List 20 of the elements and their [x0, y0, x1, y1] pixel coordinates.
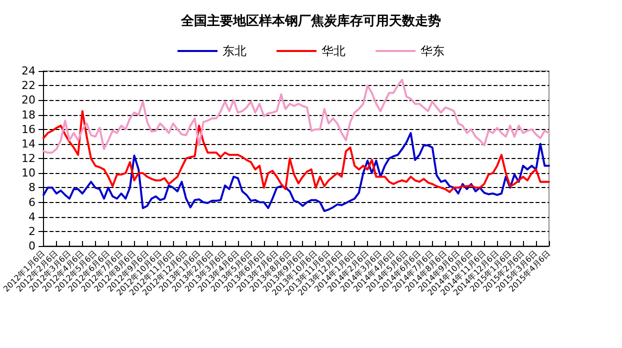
y-tick-label: 0: [28, 240, 36, 252]
chart-title: 全国主要地区样本钢厂焦炭库存可用天数走势: [180, 13, 441, 29]
y-tick-label: 18: [22, 108, 36, 122]
y-tick-label: 20: [22, 94, 36, 107]
y-tick-label: 12: [22, 152, 36, 165]
legend-label: 华北: [322, 44, 346, 58]
y-tick-label: 4: [28, 210, 36, 224]
legend-label: 华东: [420, 44, 444, 58]
y-tick-label: 24: [22, 64, 36, 78]
line-series: [42, 132, 550, 212]
legend-label: 东北: [222, 44, 246, 58]
y-tick-label: 8: [28, 181, 36, 194]
line-series: [42, 78, 550, 154]
y-tick-label: 6: [28, 196, 36, 209]
y-tick-label: 2: [28, 224, 36, 238]
y-tick-label: 10: [22, 166, 36, 180]
y-tick-label: 14: [22, 137, 36, 150]
line-series: [42, 110, 550, 194]
y-tick-label: 16: [22, 122, 36, 136]
y-tick-label: 22: [22, 79, 36, 92]
